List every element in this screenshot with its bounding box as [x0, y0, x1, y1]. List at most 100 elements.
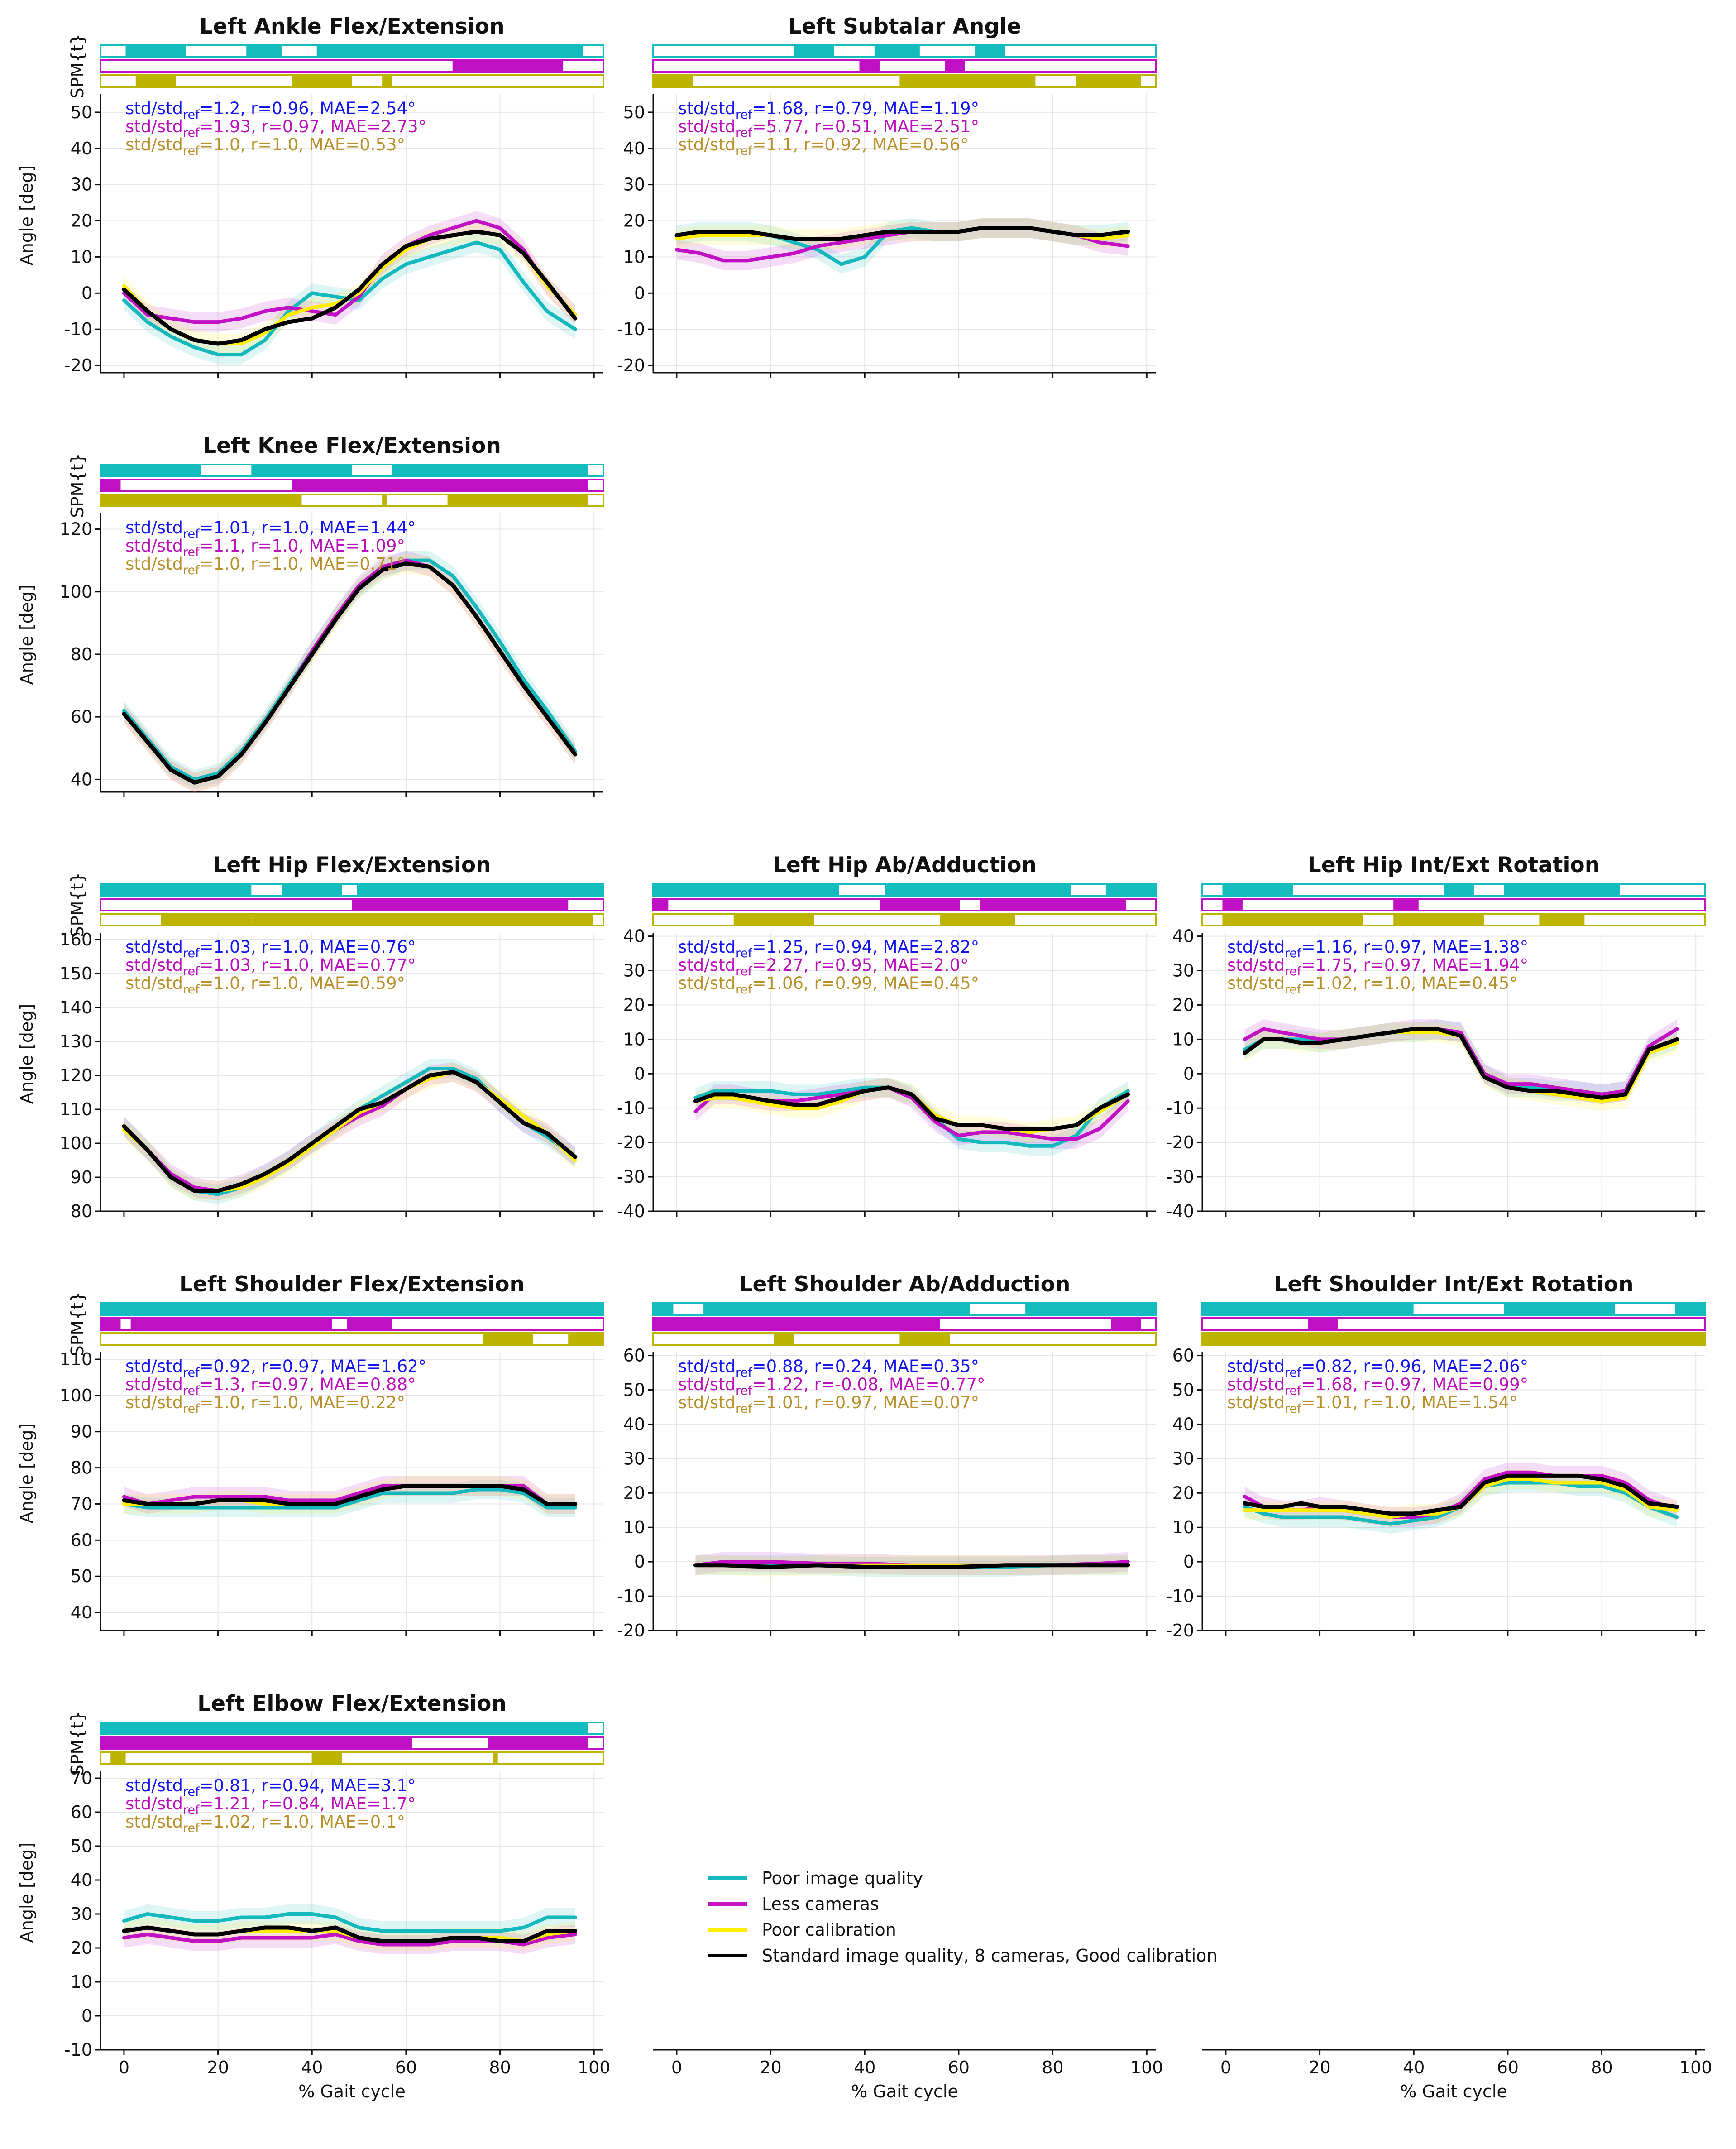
- stat-sub: ref: [183, 126, 200, 140]
- spm-axis-label: SPM{t}: [67, 453, 87, 518]
- series-line-standard: [122, 1925, 578, 1943]
- spm-significant-segment: [899, 1333, 950, 1345]
- ytick-label: 60: [71, 1802, 92, 1822]
- legend-label-less-cameras: Less cameras: [762, 1894, 879, 1914]
- ytick-label: 50: [71, 1836, 92, 1856]
- spm-band-outline: [652, 913, 1157, 926]
- spm-significant-segment: [1025, 1303, 1156, 1315]
- stat-base: std/std: [125, 536, 183, 556]
- xtick-label: 80: [489, 2058, 511, 2077]
- spm-significant-segment: [885, 884, 1071, 896]
- ytick-label: 0: [634, 283, 645, 303]
- ytick-label: 20: [71, 1938, 92, 1958]
- ytick-label: 120: [59, 1065, 92, 1085]
- ytick-label: 100: [59, 1133, 92, 1153]
- grid-left-hip-flex-extension: [100, 933, 603, 1212]
- stat-base: std/std: [125, 937, 183, 957]
- series-group: [122, 1476, 578, 1517]
- stat-line: std/stdref=1.1, r=1.0, MAE=1.09°: [125, 536, 405, 559]
- spm-significant-segment: [1539, 914, 1585, 926]
- stat-line: std/stdref=1.02, r=1.0, MAE=0.45°: [1227, 974, 1518, 997]
- spm-significant-segment: [292, 75, 352, 87]
- stat-rest: =1.21, r=0.84, MAE=1.7°: [200, 1794, 416, 1813]
- spm-significant-segment: [980, 899, 1126, 911]
- stat-sub: ref: [183, 108, 200, 122]
- stat-rest: =2.27, r=0.95, MAE=2.0°: [752, 955, 969, 975]
- grid-left-shoulder-flex-extension: [100, 1352, 603, 1631]
- stat-base: std/std: [678, 1375, 736, 1394]
- ytick-label: 90: [71, 1167, 92, 1187]
- spm-strip-left-ankle-flex-extension: [100, 44, 604, 88]
- stat-sub: ref: [736, 1384, 753, 1398]
- empty-axis-col3-xtick-label: 20: [1309, 2058, 1330, 2077]
- ytick-label: 80: [71, 1201, 92, 1221]
- spm-significant-segment: [100, 1303, 603, 1315]
- stat-rest: =1.68, r=0.79, MAE=1.19°: [752, 99, 980, 118]
- spm-band-outline: [1201, 1317, 1706, 1331]
- ytick-label: 40: [1172, 926, 1194, 946]
- panels: Left Ankle Flex/Extension SPM{t} -20 -10 0 10…: [17, 14, 1706, 2101]
- stat-line: std/stdref=0.82, r=0.96, MAE=2.06°: [1227, 1357, 1528, 1380]
- stat-base: std/std: [125, 1794, 183, 1813]
- spm-axis-label: SPM{t}: [67, 34, 87, 98]
- ytick-label: 50: [71, 1566, 92, 1586]
- ytick-label: 20: [623, 995, 645, 1015]
- spm-strip-left-subtalar-angle: [652, 44, 1157, 88]
- spm-significant-segment: [246, 45, 282, 57]
- panel-title-left-subtalar-angle: Left Subtalar Angle: [788, 14, 1021, 39]
- stat-rest: =1.02, r=1.0, MAE=0.1°: [200, 1812, 405, 1832]
- spm-strip-left-elbow-flex-extension: [100, 1722, 604, 1765]
- empty-axis-col2-xtick-label: 100: [1130, 2058, 1163, 2077]
- ytick-label: 90: [71, 1422, 92, 1442]
- stat-rest: =0.82, r=0.96, MAE=2.06°: [1301, 1357, 1529, 1376]
- ytick-label: 30: [623, 175, 645, 195]
- stat-sub: ref: [183, 545, 200, 559]
- stat-sub: ref: [183, 1821, 200, 1835]
- y-axis-label: Angle [deg]: [17, 165, 37, 266]
- ytick-label: 20: [71, 211, 92, 231]
- series-group: [1242, 1463, 1679, 1534]
- ytick-label: 10: [71, 247, 92, 267]
- stat-sub: ref: [736, 983, 753, 997]
- panel-title-left-shoulder-flex-extension: Left Shoulder Flex/Extension: [179, 1272, 525, 1297]
- spm-significant-segment: [447, 494, 588, 506]
- spm-significant-segment: [316, 45, 583, 57]
- ytick-label: 30: [71, 1904, 92, 1924]
- stat-base: std/std: [678, 117, 736, 136]
- stat-line: std/stdref=1.16, r=0.97, MAE=1.38°: [1227, 937, 1528, 960]
- x-axis-label: % Gait cycle: [298, 2082, 406, 2101]
- stat-rest: =1.01, r=1.0, MAE=1.44°: [200, 518, 416, 537]
- spm-axis-label: SPM{t}: [67, 1291, 87, 1356]
- ytick-label: 80: [71, 644, 92, 664]
- series-group: [674, 218, 1130, 274]
- stat-rest: =1.0, r=1.0, MAE=0.53°: [200, 135, 405, 154]
- spm-significant-segment: [794, 45, 834, 57]
- xtick-label: 60: [395, 2058, 417, 2077]
- stat-line: std/stdref=1.1, r=0.92, MAE=0.56°: [678, 135, 969, 158]
- stat-sub: ref: [1285, 964, 1302, 979]
- panel-left-subtalar-angle: Left Subtalar Angle -20 -10 0 10 20 30 40 50 std/…: [617, 14, 1157, 378]
- stat-rest: =1.02, r=1.0, MAE=0.45°: [1301, 974, 1518, 993]
- stat-base: std/std: [678, 135, 736, 154]
- ytick-label: 30: [623, 1449, 645, 1468]
- stat-rest: =1.01, r=0.97, MAE=0.07°: [752, 1393, 980, 1412]
- stat-rest: =1.93, r=0.97, MAE=2.73°: [200, 117, 427, 136]
- stat-base: std/std: [678, 955, 736, 975]
- series-line-poor-image-quality: [122, 1487, 577, 1510]
- stat-rest: =1.2, r=0.96, MAE=2.54°: [200, 99, 416, 118]
- ytick-label: 10: [623, 1517, 645, 1537]
- ytick-label: -30: [1166, 1167, 1194, 1187]
- stat-base: std/std: [678, 99, 736, 118]
- series-line-standard: [122, 1484, 578, 1506]
- stat-sub: ref: [183, 144, 200, 158]
- series-line-standard: [122, 561, 578, 785]
- ytick-label: 40: [623, 1414, 645, 1434]
- spm-significant-segment: [352, 899, 569, 911]
- stat-base: std/std: [125, 518, 183, 537]
- spm-significant-segment: [130, 1318, 332, 1330]
- stat-line: std/stdref=1.06, r=0.99, MAE=0.45°: [678, 974, 979, 997]
- panel-left-knee-flex-extension: Left Knee Flex/Extension SPM{t} 40 60 80 100 1…: [17, 433, 604, 797]
- stat-sub: ref: [736, 108, 753, 122]
- stat-base: std/std: [125, 1776, 183, 1795]
